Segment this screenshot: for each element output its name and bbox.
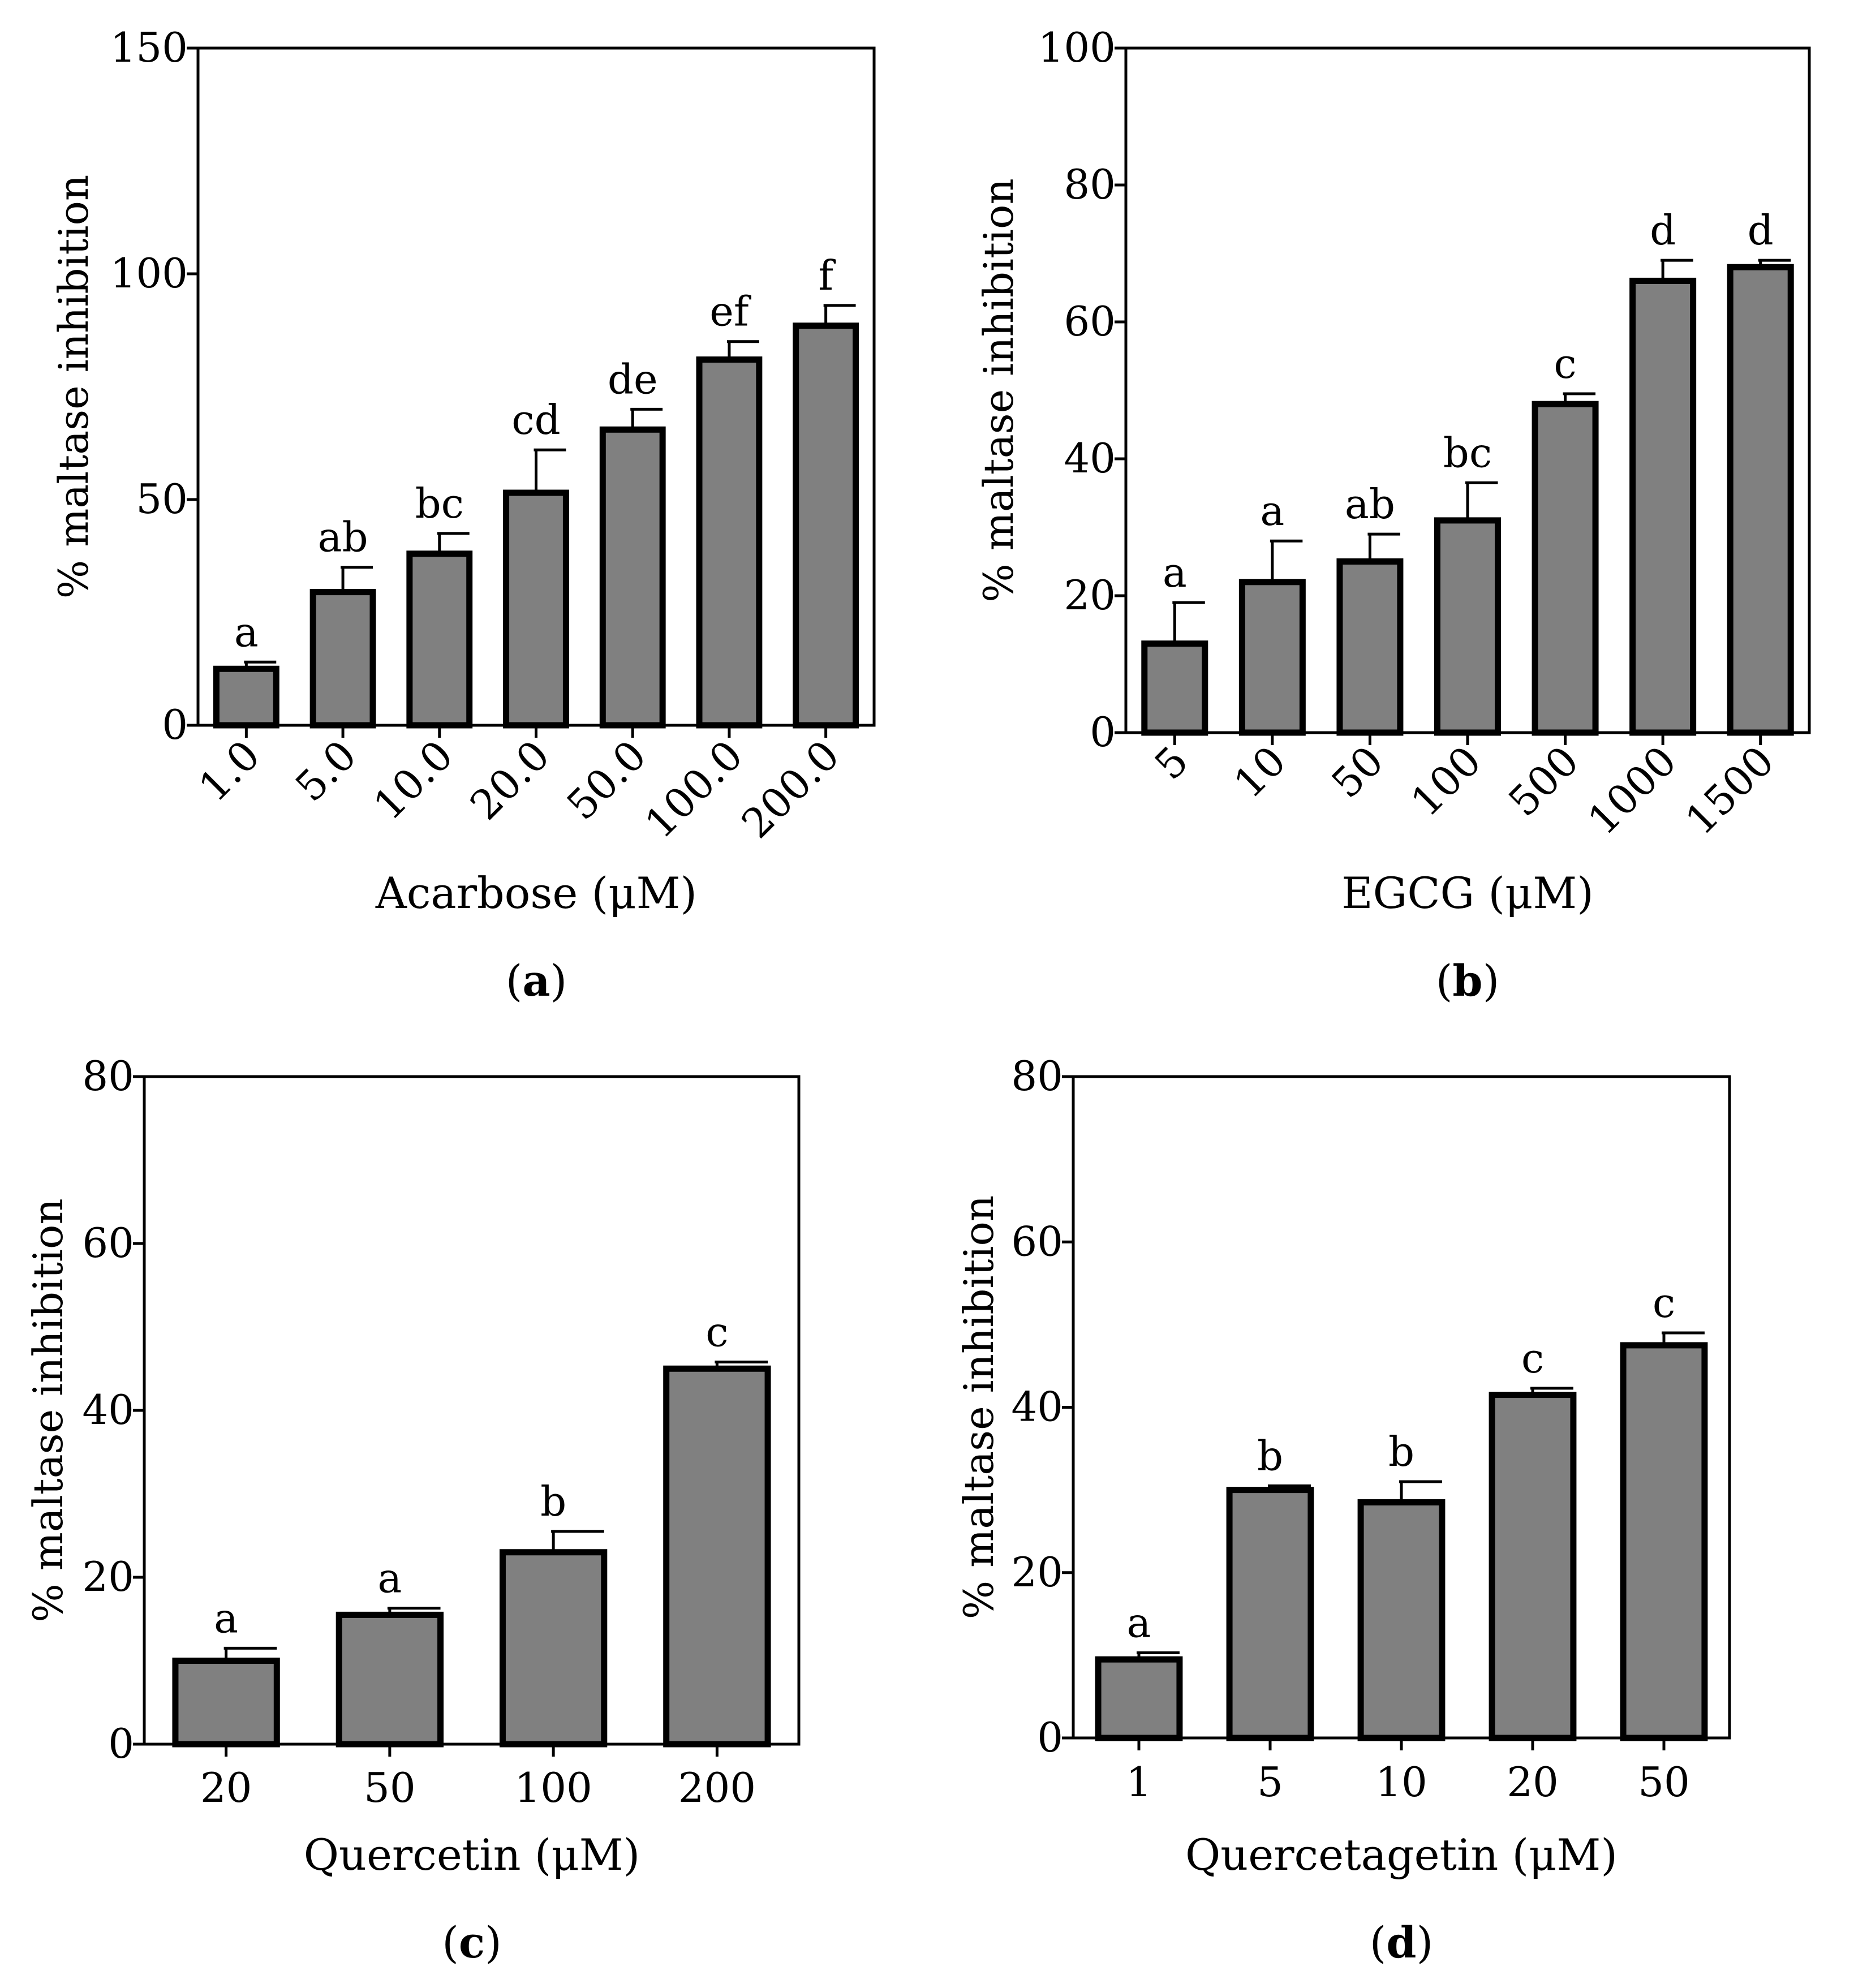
x-axis-label: EGCG (μM) — [1341, 868, 1594, 918]
y-tick-label: 40 — [1011, 1383, 1063, 1431]
x-axis-label: Acarbose (μM) — [375, 868, 697, 918]
y-tick-label: 80 — [1064, 161, 1116, 208]
y-tick-label: 0 — [1090, 708, 1116, 756]
significance-label: a — [234, 608, 259, 656]
bar — [663, 1365, 771, 1748]
panel-label: (b) — [1436, 956, 1499, 1006]
y-tick-label: 0 — [1037, 1714, 1063, 1761]
bar — [406, 550, 473, 729]
y-tick-label: 60 — [1064, 298, 1116, 345]
y-tick-label: 80 — [1011, 1052, 1063, 1100]
bar — [1336, 558, 1404, 736]
y-tick-label: 80 — [82, 1052, 134, 1100]
y-axis-label: % maltase inhibition — [50, 175, 97, 599]
bar — [1629, 277, 1697, 736]
bar — [1532, 401, 1599, 736]
y-tick-label: 20 — [82, 1553, 134, 1600]
x-tick-label: 20 — [200, 1764, 252, 1811]
bar — [1226, 1487, 1314, 1741]
significance-label: c — [1653, 1279, 1675, 1327]
bar — [696, 356, 763, 729]
bar — [1434, 517, 1501, 736]
bar — [1489, 1392, 1577, 1741]
y-tick-label: 100 — [1038, 24, 1116, 71]
y-axis-label: % maltase inhibition — [955, 1195, 1003, 1619]
bar — [1727, 264, 1794, 736]
x-tick-label: 5 — [1257, 1758, 1283, 1806]
y-axis-label: % maltase inhibition — [975, 178, 1022, 602]
significance-label: f — [818, 252, 836, 299]
x-tick-label: 1 — [1126, 1758, 1152, 1806]
significance-label: ab — [1345, 480, 1395, 528]
significance-label: b — [1257, 1432, 1283, 1479]
bar — [599, 426, 666, 729]
significance-label: c — [1521, 1335, 1544, 1382]
y-tick-label: 20 — [1064, 571, 1116, 619]
bar — [503, 489, 569, 729]
significance-label: a — [377, 1555, 402, 1602]
bar — [1141, 640, 1208, 736]
significance-label: bc — [415, 480, 464, 527]
bar — [1620, 1342, 1708, 1741]
x-tick-label: 100 — [514, 1764, 592, 1811]
bar — [793, 322, 859, 729]
x-tick-label: 10 — [1375, 1758, 1427, 1806]
significance-label: cd — [511, 396, 560, 444]
significance-label: a — [1260, 487, 1284, 535]
bar — [309, 589, 376, 729]
x-tick-label: 50 — [364, 1764, 416, 1811]
bar — [499, 1549, 608, 1748]
significance-label: a — [1127, 1599, 1151, 1646]
x-axis-label: Quercetin (μM) — [304, 1830, 640, 1880]
y-tick-label: 150 — [110, 24, 188, 71]
significance-label: a — [1163, 549, 1187, 596]
y-axis-label: % maltase inhibition — [24, 1198, 72, 1622]
y-tick-label: 60 — [1011, 1217, 1063, 1265]
significance-label: a — [214, 1594, 238, 1642]
y-tick-label: 100 — [110, 249, 188, 297]
bar — [1095, 1656, 1183, 1741]
y-tick-label: 20 — [1011, 1548, 1063, 1596]
significance-label: c — [706, 1308, 728, 1356]
significance-label: b — [540, 1478, 566, 1525]
bar — [335, 1611, 444, 1748]
y-tick-label: 50 — [136, 475, 188, 523]
chart-panel-c: 0 20 40 60 80 % maltase inhibition a 20 a 50 b 100 c… — [24, 1052, 801, 1968]
significance-label: de — [608, 355, 658, 403]
bar — [213, 665, 279, 729]
x-tick-label: 20 — [1507, 1758, 1559, 1806]
panel-label: (d) — [1370, 1917, 1433, 1968]
significance-label: bc — [1443, 429, 1492, 476]
x-tick-label: 50 — [1638, 1758, 1690, 1806]
y-tick-label: 40 — [82, 1386, 134, 1434]
panel-label: (a) — [506, 956, 567, 1006]
x-tick-label: 200 — [678, 1764, 756, 1811]
bar — [172, 1658, 280, 1748]
significance-label: ef — [709, 288, 751, 335]
bar — [1238, 579, 1306, 736]
significance-label: c — [1554, 340, 1576, 388]
y-tick-label: 0 — [108, 1720, 134, 1767]
bar — [1357, 1499, 1446, 1741]
significance-label: d — [1748, 206, 1774, 254]
y-tick-label: 0 — [162, 701, 188, 748]
x-axis-label: Quercetagetin (μM) — [1185, 1830, 1618, 1880]
significance-label: d — [1650, 206, 1676, 254]
panel-label: (c) — [442, 1917, 502, 1968]
y-tick-label: 40 — [1064, 434, 1116, 482]
significance-label: ab — [318, 514, 368, 561]
chart-panel-d: 0 20 40 60 80 % maltase inhibition a 1 b 5 b 10 c 20 c… — [955, 1052, 1731, 1968]
significance-label: b — [1388, 1428, 1414, 1475]
y-tick-label: 60 — [82, 1219, 134, 1267]
